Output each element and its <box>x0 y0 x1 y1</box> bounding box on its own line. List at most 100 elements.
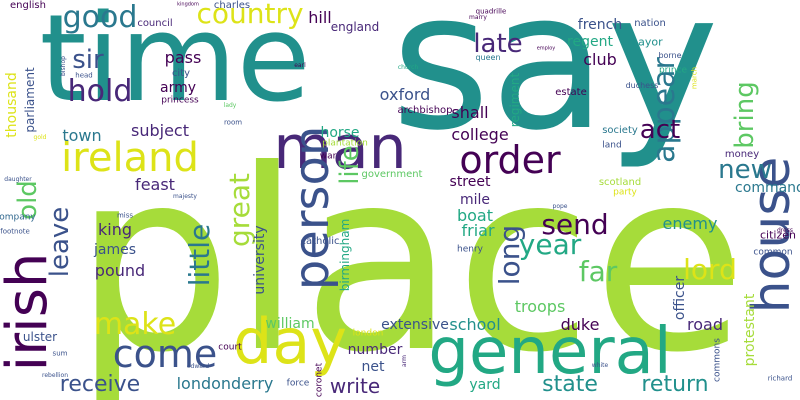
word-order: order <box>459 138 561 182</box>
word-school: school <box>449 315 501 334</box>
word-force: force <box>286 378 310 389</box>
word-estate: estate <box>555 87 587 98</box>
word-boat: boat <box>456 206 494 225</box>
word-court: court <box>218 342 242 353</box>
word-dress: dress <box>776 227 794 234</box>
word-great: great <box>223 172 256 248</box>
word-lady: lady <box>223 102 237 109</box>
word-protestant: protestant <box>742 293 758 367</box>
word-year: year <box>518 228 582 261</box>
word-pass: pass <box>164 48 202 67</box>
word-charles: charles <box>213 0 251 11</box>
word-make: make <box>93 307 177 342</box>
word-lord: lord <box>683 253 737 286</box>
word-come: come <box>112 332 218 376</box>
word-richard: richard <box>767 374 793 383</box>
word-land: land <box>602 140 622 151</box>
word-command: command <box>735 180 800 196</box>
word-march: march <box>690 66 699 90</box>
word-sir: sir <box>72 45 104 75</box>
word-feast: feast <box>135 175 175 194</box>
word-coronet: coronet <box>314 362 325 398</box>
word-town: town <box>62 126 102 145</box>
word-time: time <box>39 0 311 129</box>
word-pound: pound <box>94 261 146 280</box>
word-bring: bring <box>730 81 760 149</box>
word-general: general <box>428 315 672 389</box>
word-white: white <box>591 362 609 369</box>
word-princess: princess <box>161 95 199 106</box>
word-shall: shall <box>451 103 489 122</box>
word-pope: pope <box>552 203 568 210</box>
word-net: net <box>361 359 385 375</box>
word-bishop: bishop <box>60 56 67 76</box>
word-subject: subject <box>131 121 189 140</box>
word-war: war <box>319 151 337 162</box>
word-army: army <box>159 80 197 96</box>
word-edward: edward <box>186 363 210 370</box>
word-little: little <box>183 223 216 287</box>
word-marry: marry <box>469 14 487 21</box>
word-troops: troops <box>514 297 566 316</box>
word-mile: mile <box>459 192 491 208</box>
word-duchess: duchess <box>625 81 659 90</box>
word-college: college <box>451 125 509 144</box>
word-catholic: catholic <box>300 236 340 247</box>
word-daughter: daughter <box>4 176 32 183</box>
word-londonderry: londonderry <box>176 374 274 393</box>
word-act: act <box>639 115 681 145</box>
word-write: write <box>329 374 381 398</box>
word-late: late <box>473 29 523 59</box>
word-ulster: ulster <box>22 330 58 344</box>
word-footnote: footnote <box>0 227 30 236</box>
word-citizen: citizen <box>760 228 796 242</box>
word-kingdom: kingdom <box>177 1 199 8</box>
word-queen: queen <box>475 53 501 62</box>
word-oxford: oxford <box>379 85 431 104</box>
word-nation: nation <box>634 18 666 29</box>
word-employ: employ <box>536 45 556 52</box>
word-enemy: enemy <box>662 214 718 233</box>
word-receive: receive <box>59 372 141 397</box>
word-place: place <box>73 116 747 400</box>
word-english: english <box>10 0 46 11</box>
word-party: party <box>613 187 637 198</box>
word-birmingham: birmingham <box>338 218 352 292</box>
word-leave: leave <box>45 206 75 278</box>
word-majesty: majesty <box>173 193 197 200</box>
word-city: city <box>171 68 191 79</box>
word-commons: commons <box>712 338 723 382</box>
word-head: head <box>75 71 93 80</box>
word-road: road <box>687 315 723 334</box>
word-company: company <box>0 212 36 223</box>
word-prince: prince <box>658 65 688 76</box>
word-far: far <box>578 255 618 288</box>
word-number: number <box>347 342 403 358</box>
word-james: james <box>93 242 137 258</box>
word-archbishop: archbishop <box>397 105 453 116</box>
word-society: society <box>602 125 638 136</box>
word-university: university <box>252 225 268 295</box>
word-quadrille: quadrille <box>475 7 507 16</box>
word-miss: miss <box>116 211 134 220</box>
word-horse: horse <box>320 125 360 141</box>
word-state: state <box>542 372 598 397</box>
word-church: church <box>397 64 419 71</box>
word-hold: hold <box>67 74 133 109</box>
word-rebellion: rebellion <box>41 372 69 379</box>
word-officer: officer <box>672 275 688 321</box>
word-ireland: ireland <box>61 135 199 181</box>
word-french: french <box>577 17 623 33</box>
word-england: england <box>330 20 380 34</box>
word-london: london <box>352 328 384 339</box>
word-man: man <box>273 113 407 183</box>
word-council: council <box>137 18 173 29</box>
word-mayor: mayor <box>627 35 663 49</box>
word-club: club <box>583 50 617 69</box>
word-william: william <box>265 316 315 332</box>
word-yard: yard <box>469 377 501 393</box>
word-new: new <box>718 155 772 185</box>
word-government: government <box>361 169 423 180</box>
word-thousand: thousand <box>4 72 20 138</box>
